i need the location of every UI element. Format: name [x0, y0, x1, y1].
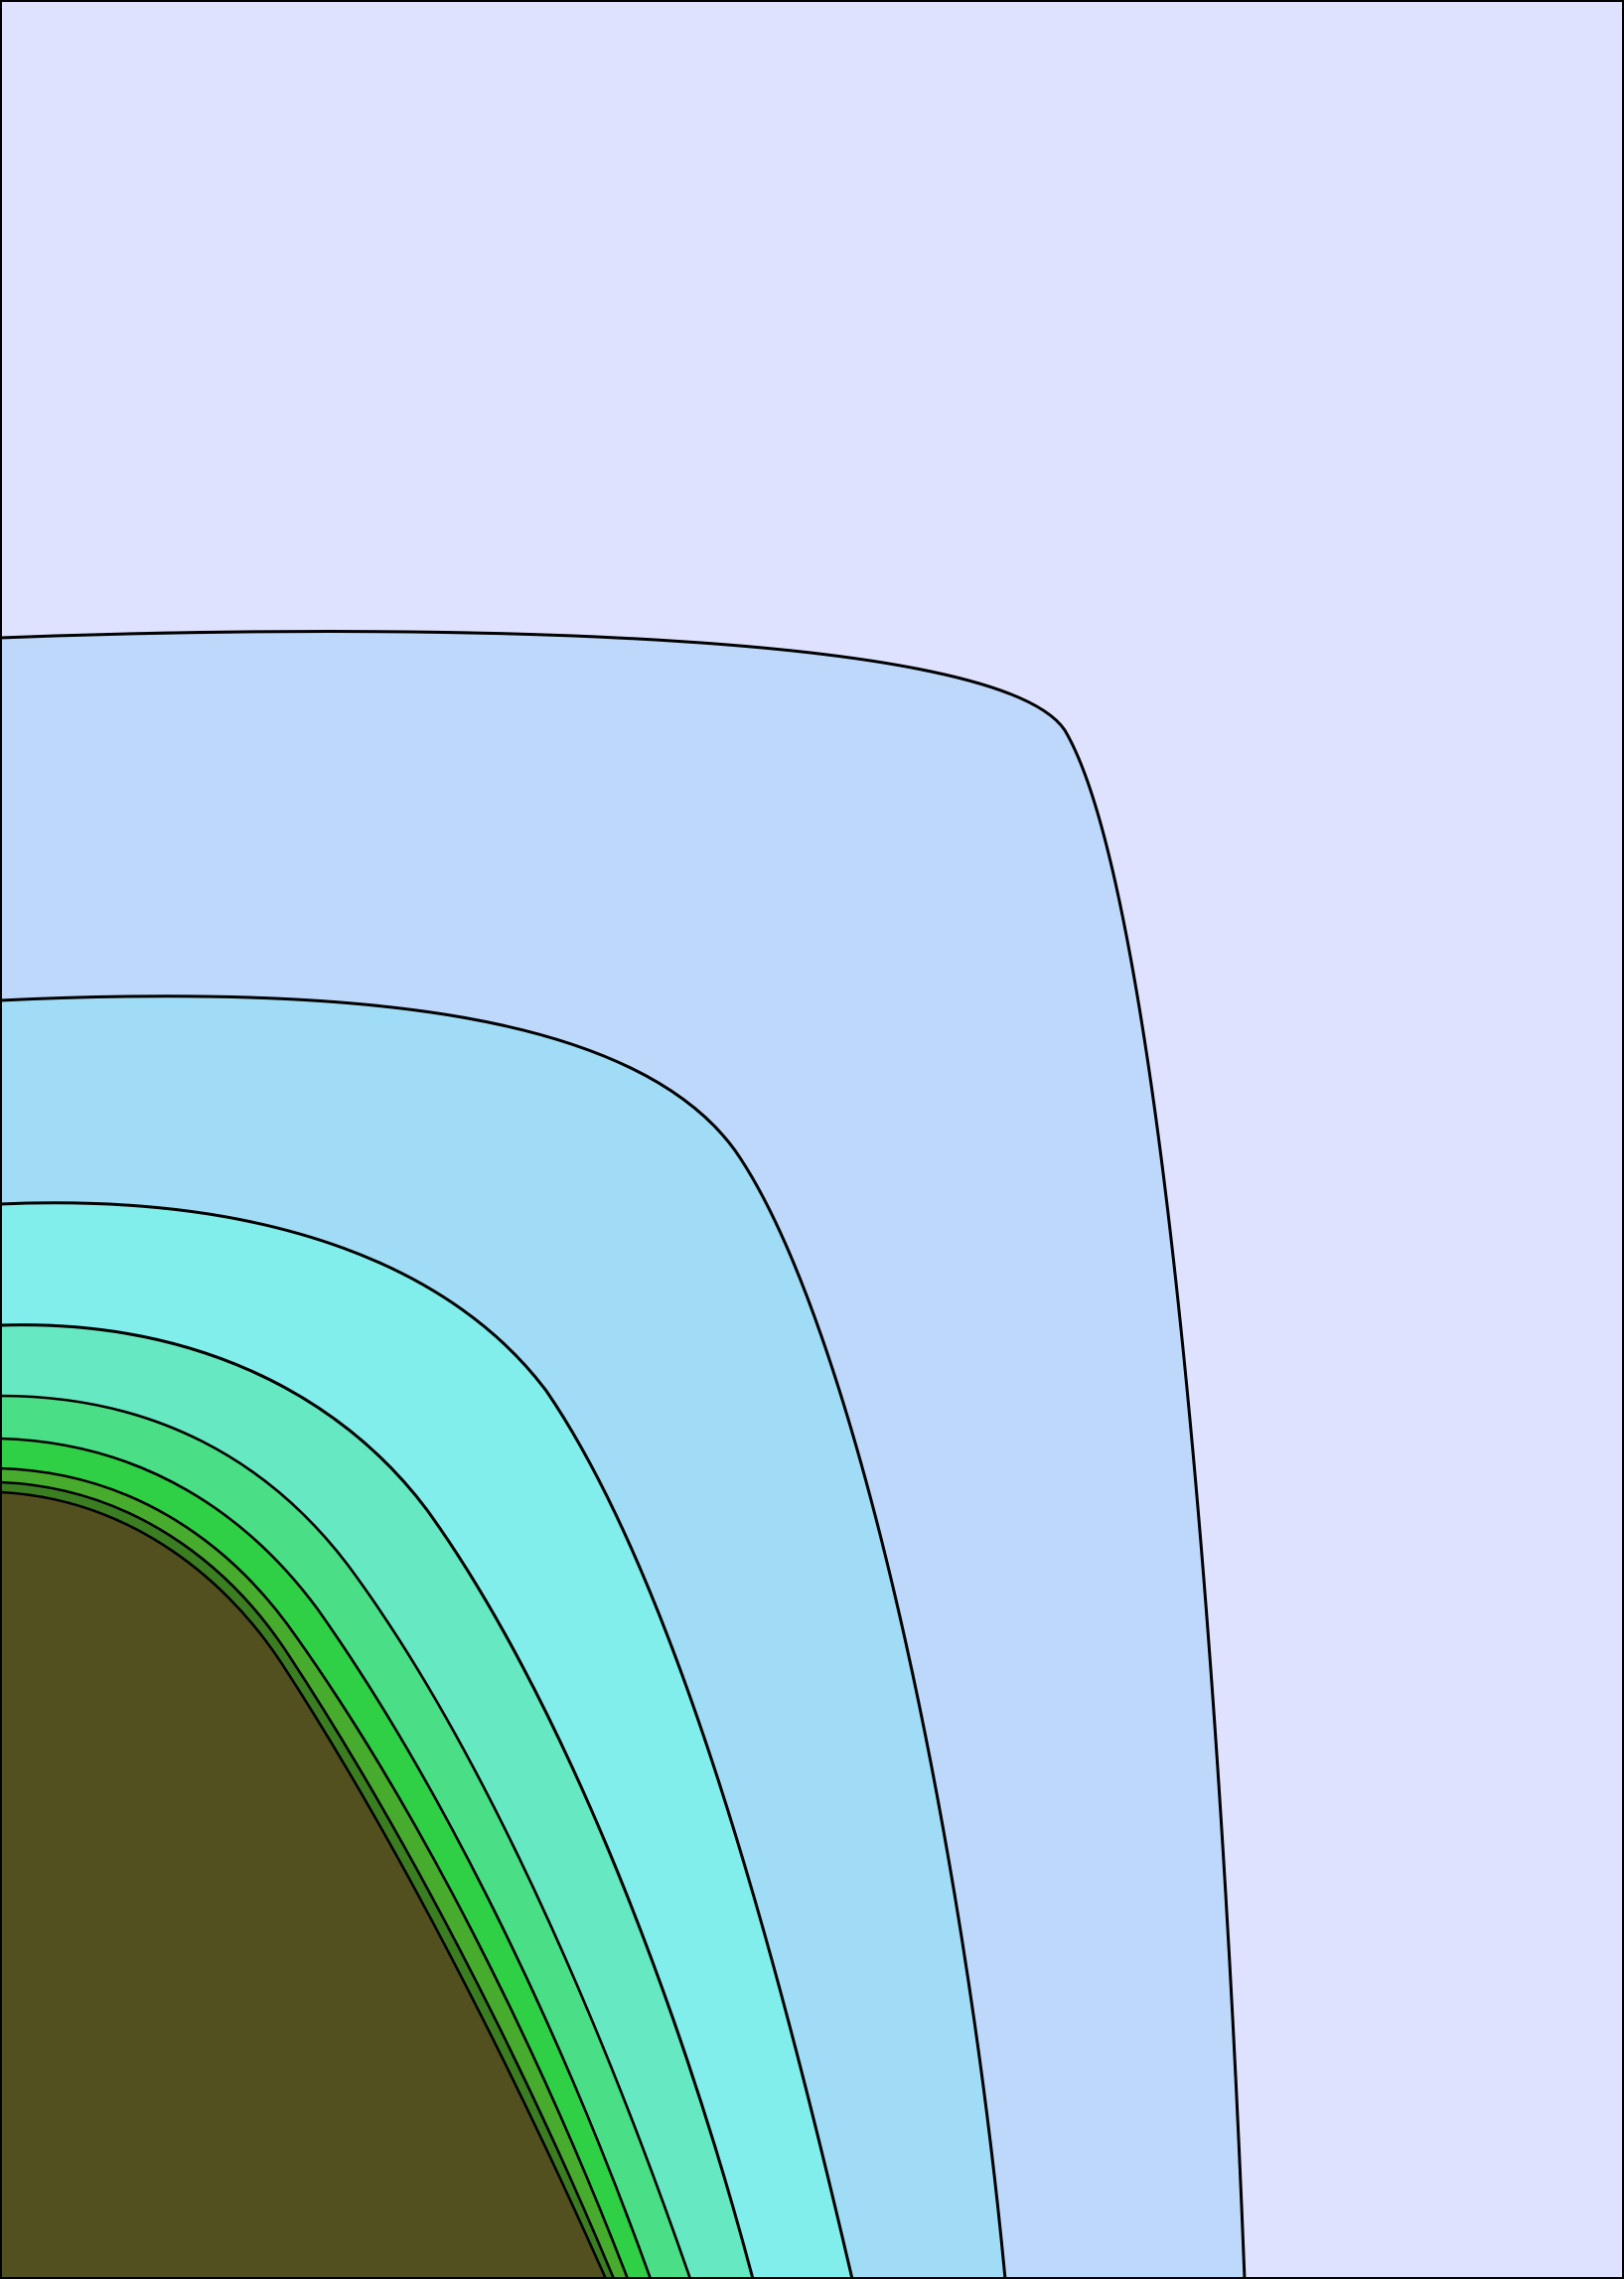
- contour-line-9: [0, 1490, 608, 2279]
- contour-line-3: [0, 1201, 854, 2279]
- contour-line-7: [0, 1466, 630, 2279]
- contour-line-4: [0, 1323, 755, 2279]
- contour-line-1: [0, 630, 1247, 2279]
- contour-line-8: [0, 1480, 616, 2279]
- contour-line-2: [0, 994, 1007, 2279]
- contour-region-level-9: [0, 1492, 606, 2279]
- contour-line-6: [0, 1437, 653, 2279]
- contour-line-5: [0, 1394, 692, 2279]
